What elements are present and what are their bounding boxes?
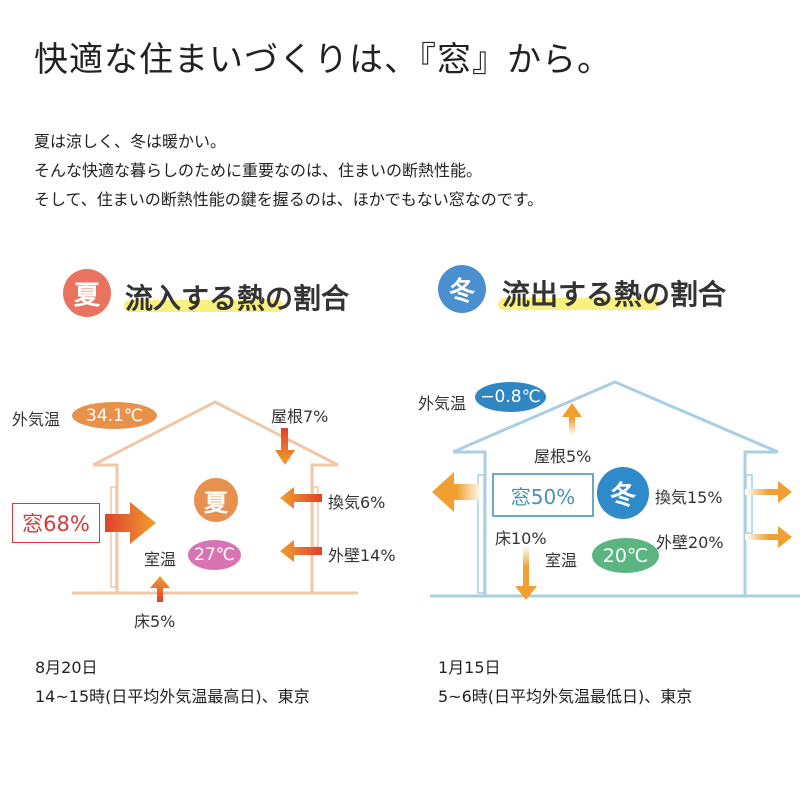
- summer-wall: 外壁14%: [328, 546, 396, 565]
- winter-note: 5~6時(日平均外気温最低日)、東京: [438, 687, 693, 706]
- intro-line: 夏は涼しく、冬は暖かい。: [34, 132, 227, 151]
- winter-room-label: 室温: [545, 551, 578, 570]
- winter-window: 窓50%: [492, 473, 594, 517]
- summer-floor-arrow: [150, 576, 170, 602]
- winter-heading: 流出する熱の割合: [502, 278, 727, 311]
- summer-ventilation-arrow: [280, 487, 322, 509]
- winter-wall: 外壁20%: [656, 533, 724, 552]
- summer-window: 窓68%: [12, 503, 100, 543]
- winter-roof-arrow: [562, 403, 582, 435]
- summer-note: 14~15時(日平均外気温最高日)、東京: [35, 687, 310, 706]
- summer-floor: 床5%: [134, 612, 176, 631]
- winter-ventilation: 換気15%: [655, 488, 723, 507]
- summer-roof: 屋根7%: [271, 407, 329, 426]
- highlight: [124, 300, 284, 312]
- winter-floor-arrow: [515, 546, 537, 600]
- winter-roof: 屋根5%: [534, 447, 592, 466]
- summer-heading: 流入する熱の割合: [125, 282, 350, 315]
- summer-house: [72, 400, 358, 595]
- summer-window-arrow: [105, 502, 156, 544]
- winter-wall-arrow: [745, 526, 792, 548]
- summer-room-label: 室温: [144, 550, 177, 569]
- summer-roof-arrow: [275, 428, 295, 465]
- winter-center-badge: 冬: [597, 467, 649, 519]
- winter-ventilation-arrow: [745, 481, 792, 503]
- winter-house: [430, 380, 800, 598]
- summer-outside-label: 外気温: [12, 410, 61, 429]
- winter-outside-temp: −0.8℃: [475, 382, 546, 412]
- summer-room-temp: 27℃: [188, 540, 241, 570]
- winter-outside-label: 外気温: [418, 394, 467, 413]
- winter-badge: 冬: [438, 265, 486, 313]
- summer-wall-arrow: [280, 540, 322, 562]
- summer-date: 8月20日: [35, 658, 98, 677]
- summer-outside-temp: 34.1℃: [72, 402, 157, 429]
- intro-line: そんな快適な暮らしのために重要なのは、住まいの断熱性能。: [34, 161, 483, 180]
- winter-room-temp: 20℃: [592, 538, 659, 573]
- winter-date: 1月15日: [438, 658, 501, 677]
- summer-ventilation: 換気6%: [328, 493, 386, 512]
- winter-window-arrow: [432, 472, 482, 512]
- highlight: [498, 298, 660, 310]
- winter-floor: 床10%: [495, 529, 547, 548]
- summer-badge: 夏: [63, 269, 111, 317]
- summer-center-badge: 夏: [194, 478, 238, 522]
- page-title: 快適な住まいづくりは、『窓』から。: [34, 40, 612, 80]
- intro-line: そして、住まいの断熱性能の鍵を握るのは、ほかでもない窓なのです。: [34, 190, 544, 209]
